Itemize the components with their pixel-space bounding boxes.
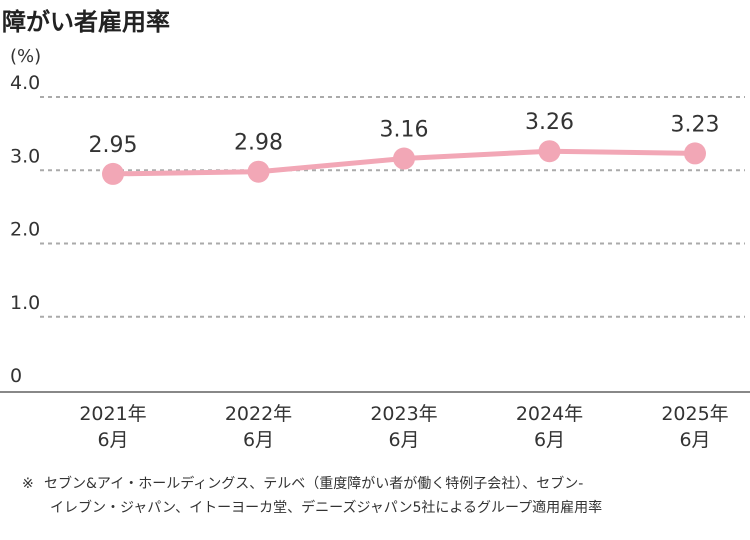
y-unit-label: (%)	[10, 46, 41, 67]
data-point	[102, 162, 124, 185]
x-tick-label-month: 6月	[679, 429, 710, 451]
x-tick-label-year: 2021年	[79, 403, 146, 425]
footnote-line-1: セブン&アイ・ホールディングス、テルベ（重度障がい者が働く特例子会社）、セブン-	[44, 476, 584, 492]
data-label: 3.23	[671, 112, 720, 137]
chart-title: 障がい者雇用率	[2, 8, 170, 36]
footnote-line-2: イレブン・ジャパン、イトーヨーカ堂、デニーズジャパン5社によるグループ適用雇用率	[50, 500, 603, 516]
x-tick-label-year: 2024年	[516, 403, 583, 425]
data-point	[538, 140, 561, 163]
footnote: ※ セブン&アイ・ホールディングス、テルベ（重度障がい者が働く特例子会社）、セブン…	[22, 472, 742, 520]
data-point	[684, 142, 706, 165]
data-point	[247, 160, 270, 183]
y-tick-label: 1.0	[10, 292, 40, 314]
x-tick-label-year: 2025年	[661, 403, 728, 425]
footnote-mark: ※	[22, 476, 34, 492]
y-tick-label: 4.0	[10, 72, 40, 94]
x-tick-label-month: 6月	[97, 429, 128, 451]
x-tick-label-month: 6月	[388, 429, 419, 451]
line-chart: (%) 0 1.0 2.0 3.0 4.0 2.95 2021年 6月 2.98 2022年 6月 3.…	[0, 46, 750, 451]
y-tick-label: 0	[10, 365, 22, 387]
data-label: 3.16	[380, 118, 429, 143]
x-tick-label-year: 2022年	[225, 403, 292, 425]
data-label: 2.98	[234, 131, 283, 156]
x-tick-label-year: 2023年	[370, 403, 437, 425]
y-tick-label: 2.0	[10, 219, 40, 241]
data-label: 2.95	[89, 133, 138, 158]
y-tick-label: 3.0	[10, 145, 40, 167]
x-tick-label-month: 6月	[243, 429, 274, 451]
x-tick-label-month: 6月	[534, 429, 565, 451]
data-point	[393, 147, 415, 170]
data-label: 3.26	[525, 110, 574, 135]
